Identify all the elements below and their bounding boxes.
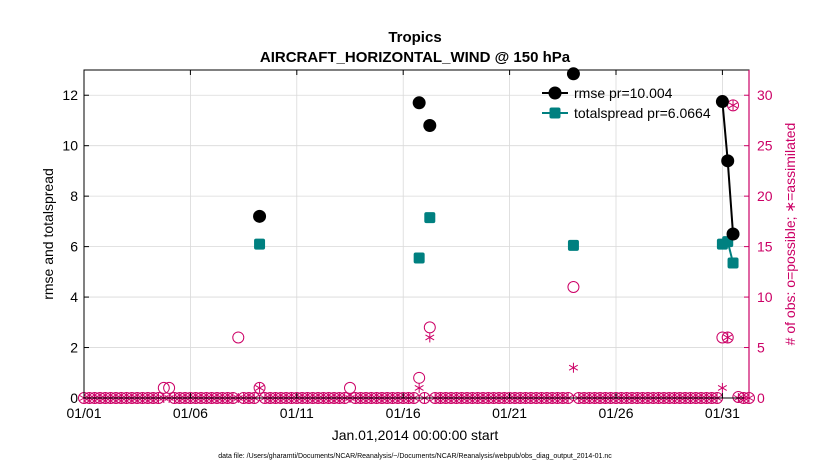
y-left-tick-label: 12	[62, 87, 78, 103]
x-tick-label: 01/31	[705, 405, 740, 421]
legend-rmse-label: rmse pr=10.004	[574, 85, 673, 101]
x-tick-label: 01/16	[386, 405, 421, 421]
y-left-tick-label: 8	[70, 188, 78, 204]
rmse-line	[721, 101, 735, 235]
y-right-tick-label: 5	[757, 340, 765, 356]
obs-assimilated-stroke	[254, 384, 265, 391]
y-right-tick-label: 10	[757, 289, 773, 305]
x-tick-label: 01/21	[492, 405, 527, 421]
legend-spread-marker	[549, 107, 561, 119]
obs-assimilated-point	[723, 332, 733, 343]
chart-subtitle: AIRCRAFT_HORIZONTAL_WIND @ 150 hPa	[260, 49, 571, 66]
obs-assimilated-stroke	[568, 364, 579, 371]
obs-assimilated-point	[425, 332, 435, 343]
totalspread-point	[424, 212, 436, 224]
totalspread-point	[413, 252, 425, 264]
y-axis-right-label: # of obs: o=possible; ∗=assimilated	[782, 123, 798, 346]
obs-assimilated-stroke	[728, 102, 738, 109]
y-right-tick-label: 25	[757, 138, 773, 154]
legend-spread-label: totalspread pr=6.0664	[574, 105, 711, 121]
y-left-tick-label: 2	[70, 340, 78, 356]
y-axis-left-label: rmse and totalspread	[40, 168, 56, 300]
y-left-tick-label: 6	[70, 239, 78, 255]
legend-rmse-marker	[548, 86, 562, 100]
obs-possible-point	[344, 381, 356, 394]
chart-title: Tropics	[388, 29, 441, 46]
rmse-point	[726, 227, 740, 241]
totalspread-point	[567, 239, 579, 251]
rmse-point	[715, 95, 729, 109]
series-layer	[253, 67, 740, 269]
x-axis-label: Jan.01,2014 00:00:00 start	[332, 427, 499, 443]
rmse-point	[412, 96, 426, 110]
y-right-tick-label: 0	[757, 390, 765, 406]
obs-assimilated-point	[568, 362, 579, 373]
obs-assimilated-stroke	[414, 384, 424, 391]
rmse-point	[566, 67, 580, 81]
rmse-point	[721, 154, 735, 168]
y-right-tick-label: 20	[757, 188, 773, 204]
obs-possible-point	[253, 381, 266, 394]
obs-possible-point	[423, 321, 436, 334]
rmse-point	[423, 119, 437, 133]
grid	[83, 70, 749, 399]
x-tick-label: 01/11	[280, 405, 314, 421]
obs-assimilated-point	[254, 382, 265, 393]
obs-possible-point	[413, 371, 426, 384]
rmse-point	[253, 209, 267, 223]
x-tick-label: 01/26	[598, 405, 633, 421]
obs-assimilated-stroke	[723, 334, 733, 341]
y-right-tick-label: 30	[757, 87, 773, 103]
totalspread-point	[727, 257, 739, 269]
y-right-tick-label: 15	[757, 239, 773, 255]
x-tick-label: 01/01	[66, 405, 101, 421]
obs-assimilated-point	[717, 382, 727, 393]
obs-assimilated-stroke	[425, 334, 435, 341]
obs-possible-point	[721, 331, 734, 344]
y-left-tick-label: 0	[70, 390, 78, 406]
axes: 01/01 01/06 01/11 01/16 01/21 01/26 01/31 0 2 4 6 8…	[62, 70, 773, 421]
obs-possible-point	[567, 280, 580, 293]
legend: rmse pr=10.004 totalspread pr=6.0664	[542, 85, 711, 121]
obs-possible-point	[232, 331, 245, 344]
y-left-tick-label: 10	[62, 138, 78, 154]
obs-assimilated-point	[728, 100, 738, 111]
y-left-tick-label: 4	[70, 289, 78, 305]
totalspread-point	[254, 238, 266, 250]
x-tick-label: 01/06	[173, 405, 208, 421]
footnote: data file: /Users/gharamti/Documents/NCA…	[218, 453, 612, 460]
obs-assimilated-stroke	[717, 384, 727, 391]
obs-assimilated-point	[414, 382, 424, 393]
